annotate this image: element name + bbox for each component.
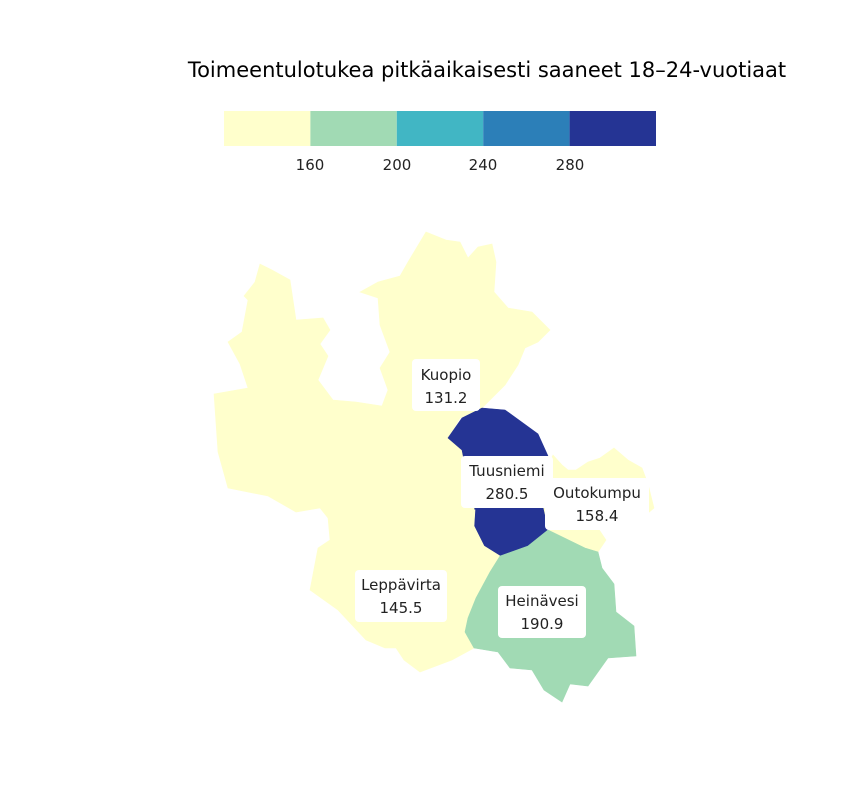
legend-bin-2 bbox=[310, 111, 397, 146]
label-heinavesi: Heinävesi 190.9 bbox=[498, 586, 586, 638]
legend-tick-2: 200 bbox=[383, 156, 412, 174]
region-labels: Kuopio 131.2 Tuusniemi 280.5 Outokumpu 1… bbox=[355, 359, 649, 638]
legend-tick-3: 240 bbox=[469, 156, 498, 174]
legend-bin-4 bbox=[483, 111, 570, 146]
color-legend: 160 200 240 280 bbox=[224, 111, 656, 174]
label-value: 131.2 bbox=[425, 389, 468, 407]
map-title: Toimeentulotukea pitkäaikaisesti saaneet… bbox=[187, 58, 786, 82]
label-name: Heinävesi bbox=[505, 592, 578, 610]
label-kuopio: Kuopio 131.2 bbox=[412, 359, 480, 411]
label-outokumpu: Outokumpu 158.4 bbox=[545, 478, 649, 530]
label-value: 190.9 bbox=[521, 615, 564, 633]
legend-bin-1 bbox=[224, 111, 311, 146]
legend-tick-4: 280 bbox=[556, 156, 585, 174]
label-value: 145.5 bbox=[380, 599, 423, 617]
label-tuusniemi: Tuusniemi 280.5 bbox=[461, 456, 553, 508]
label-name: Leppävirta bbox=[361, 576, 441, 594]
region-kuopio[interactable] bbox=[213, 231, 551, 521]
label-value: 280.5 bbox=[486, 485, 529, 503]
map-regions bbox=[213, 231, 655, 703]
label-name: Kuopio bbox=[421, 366, 472, 384]
legend-bin-5 bbox=[569, 111, 656, 146]
legend-tick-1: 160 bbox=[296, 156, 325, 174]
legend-bin-3 bbox=[396, 111, 484, 146]
label-name: Outokumpu bbox=[553, 484, 641, 502]
label-leppavirta: Leppävirta 145.5 bbox=[355, 570, 447, 622]
label-name: Tuusniemi bbox=[468, 462, 544, 480]
label-value: 158.4 bbox=[576, 507, 619, 525]
